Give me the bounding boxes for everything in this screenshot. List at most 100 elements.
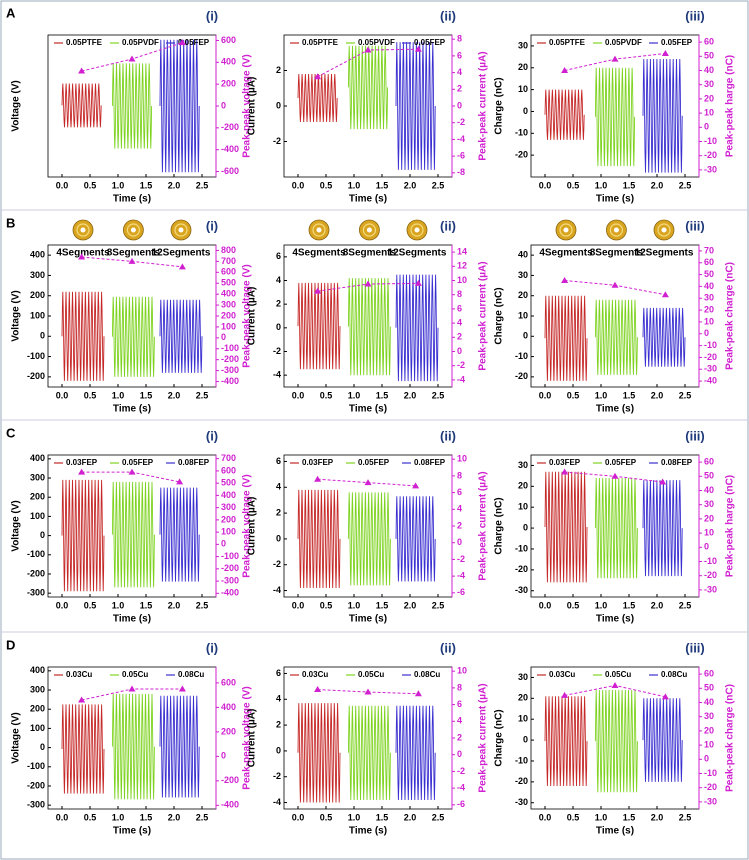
- legend-label: 0.08FEP: [178, 458, 210, 467]
- y2-tick-label: -30: [704, 364, 717, 374]
- x-tick-label: 2.0: [168, 812, 181, 822]
- y2-tick-label: -2: [457, 554, 465, 564]
- disk-icon-hole: [613, 227, 619, 233]
- legend-label: 4Segments: [56, 248, 110, 259]
- y2-tick-label: 40: [704, 697, 714, 707]
- x-tick-label: 0.5: [320, 180, 333, 190]
- legend-label: 0.05PTFE: [302, 38, 339, 47]
- waveform: [594, 67, 636, 167]
- x-tick-label: 0.5: [320, 390, 333, 400]
- peak-marker: [611, 472, 619, 479]
- y2-tick-label: 20: [704, 725, 714, 735]
- x-tick-label: 2.5: [679, 600, 692, 610]
- x-tick-label: 2.0: [651, 600, 664, 610]
- x-tick-label: 2.0: [168, 390, 181, 400]
- y-axis-label: Voltage (V): [11, 80, 22, 131]
- y2-tick-label: -6: [457, 799, 465, 809]
- panel-letter: C: [6, 425, 16, 440]
- y2-tick-label: 30: [704, 499, 714, 509]
- legend-label: 0.08Cu: [661, 670, 687, 679]
- y-tick-label: 2: [276, 65, 281, 75]
- y-tick-label: 300: [30, 684, 45, 694]
- y2-tick-label: 200: [221, 310, 236, 320]
- y2-tick-label: -300: [221, 575, 239, 585]
- x-tick-label: 2.5: [679, 390, 692, 400]
- y-tick-label: -2: [273, 346, 281, 356]
- waveform: [544, 471, 588, 583]
- y-tick-label: 2: [276, 507, 281, 517]
- peak-marker: [314, 73, 322, 80]
- y-tick-label: 30: [518, 40, 528, 50]
- x-tick-label: 1.5: [140, 390, 153, 400]
- waveform: [297, 282, 341, 370]
- x-axis-label: Time (s): [349, 194, 387, 205]
- waveform: [111, 296, 155, 377]
- y2-tick-label: 800: [221, 245, 236, 255]
- y2-tick-label: -2: [457, 360, 465, 370]
- y-tick-label: -30: [515, 797, 528, 807]
- y2-tick-label: 300: [221, 299, 236, 309]
- x-tick-label: 2.5: [196, 600, 209, 610]
- y-tick-label: 0: [276, 100, 281, 110]
- peak-marker: [611, 55, 619, 62]
- x-axis-label: Time (s): [349, 826, 387, 837]
- peak-marker: [78, 253, 86, 260]
- x-tick-label: 2.0: [168, 180, 181, 190]
- legend-label: 0.03FEP: [302, 458, 334, 467]
- x-tick-label: 0.5: [84, 812, 97, 822]
- y2-tick-label: 10: [457, 666, 467, 676]
- x-tick-label: 2.0: [404, 180, 417, 190]
- y-tick-label: 2: [276, 299, 281, 309]
- waveform: [347, 278, 391, 376]
- y2-tick-label: 200: [221, 726, 236, 736]
- y-tick-label: 4: [276, 482, 281, 492]
- disk-icon-ring: [410, 223, 424, 237]
- y2-axis-label: Peak-peak harge (nC): [725, 55, 736, 157]
- x-axis-label: Time (s): [596, 614, 634, 625]
- legend-label: 8Segments: [343, 248, 397, 259]
- peak-marker: [611, 681, 619, 688]
- peak-marker: [414, 690, 422, 697]
- y-tick-label: 30: [518, 460, 528, 470]
- peak-marker: [128, 55, 136, 62]
- y-tick-label: 10: [518, 502, 528, 512]
- waveform: [544, 89, 585, 140]
- disk-icon-ring: [362, 223, 376, 237]
- y2-tick-label: 6: [457, 303, 462, 313]
- x-axis-label: Time (s): [596, 194, 634, 205]
- y2-tick-label: 600: [221, 465, 236, 475]
- disk-icon-hole: [661, 227, 667, 233]
- panel-tag: (ii): [440, 428, 456, 443]
- x-tick-label: 0.5: [567, 390, 580, 400]
- y-tick-label: 30: [518, 672, 528, 682]
- peak-marker: [364, 280, 372, 287]
- y2-tick-label: -200: [221, 122, 239, 132]
- y2-tick-label: 10: [704, 739, 714, 749]
- x-tick-label: 2.5: [432, 600, 445, 610]
- y-tick-label: 6: [276, 456, 281, 466]
- y2-tick-label: 60: [704, 668, 714, 678]
- y2-tick-label: 0: [704, 542, 709, 552]
- legend-label: 0.05FEP: [661, 38, 693, 47]
- panel-tag: (iii): [685, 428, 705, 443]
- y2-tick-label: 4: [457, 67, 462, 77]
- y2-tick-label: 0: [221, 539, 226, 549]
- panel-tag: (i): [206, 640, 218, 655]
- x-tick-label: 0.0: [539, 180, 552, 190]
- x-axis-label: Time (s): [349, 614, 387, 625]
- y2-tick-label: 10: [704, 316, 714, 326]
- y2-tick-label: 100: [221, 321, 236, 331]
- y-tick-label: 100: [30, 310, 45, 320]
- peak-marker: [78, 67, 86, 74]
- legend-label: 0.05FEP: [178, 38, 210, 47]
- x-tick-label: 1.0: [112, 812, 125, 822]
- y2-tick-label: 0: [457, 100, 462, 110]
- y2-tick-label: 2: [457, 84, 462, 94]
- x-tick-label: 2.0: [651, 390, 664, 400]
- y2-tick-label: -10: [704, 136, 717, 146]
- x-tick-label: 1.5: [623, 812, 636, 822]
- x-tick-label: 1.5: [376, 812, 389, 822]
- x-tick-label: 0.5: [567, 180, 580, 190]
